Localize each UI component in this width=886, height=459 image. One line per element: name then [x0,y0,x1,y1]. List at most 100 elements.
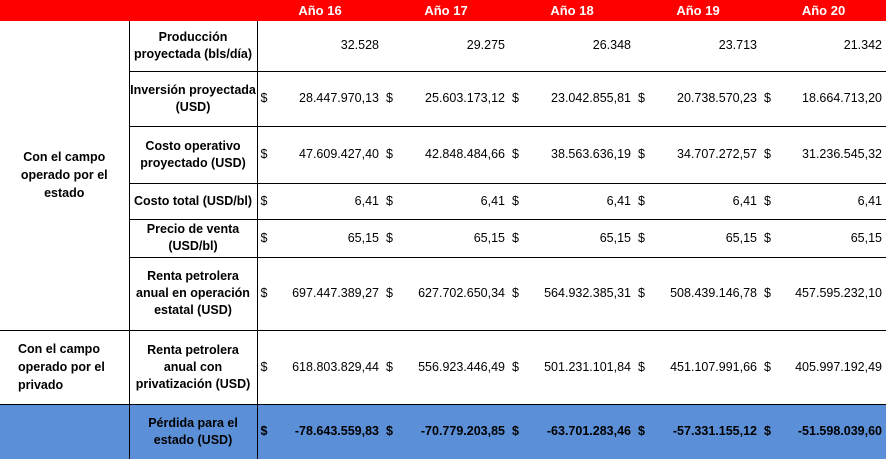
cell-value: 508.439.146,78 [654,257,761,331]
currency-symbol: $ [761,257,780,331]
group-label-privado: Con el campo operado por el privado [0,330,129,405]
year-header: Año 18 [509,0,635,21]
currency-symbol: $ [509,330,528,405]
cell-value: 65,15 [780,219,886,258]
currency-symbol: $ [761,219,780,258]
header-row: Año 16 Año 17 Año 18 Año 19 Año 20 [0,0,886,21]
row-label: Inversión proyectada (USD) [128,71,258,127]
row-label: Renta petrolera anual con privatización … [128,330,258,405]
table-row: Costo total (USD/bl) $6,41 $6,41 $6,41 $… [0,183,886,220]
currency-symbol: $ [509,183,528,220]
currency-symbol: $ [257,219,276,258]
currency-symbol: $ [257,257,276,331]
cell-value: 65,15 [654,219,761,258]
row-label: Pérdida para el estado (USD) [128,404,258,459]
currency-symbol: $ [383,219,402,258]
year-header: Año 16 [257,0,383,21]
currency-symbol: $ [635,257,654,331]
cell-value: 32.528 [276,21,383,72]
cell-value: -51.598.039,60 [780,404,886,459]
row-label: Costo total (USD/bl) [128,183,258,220]
currency-symbol: $ [257,330,276,405]
year-header: Año 19 [635,0,761,21]
cell-value: -57.331.155,12 [654,404,761,459]
currency-symbol: $ [635,126,654,184]
cell-value: 21.342 [780,21,886,72]
row-label: Costo operativo proyectado (USD) [128,126,258,184]
currency-symbol: $ [761,183,780,220]
currency-symbol: $ [257,183,276,220]
table-row: Inversión proyectada (USD) $28.447.970,1… [0,71,886,127]
currency-symbol: $ [509,404,528,459]
cell-value: 38.563.636,19 [528,126,635,184]
cell-value: 564.932.385,31 [528,257,635,331]
currency-symbol: $ [509,257,528,331]
currency-symbol: $ [635,183,654,220]
currency-symbol: $ [257,404,276,459]
year-header: Año 17 [383,0,509,21]
currency-symbol: $ [383,71,402,127]
cell-value: 556.923.446,49 [402,330,509,405]
currency-symbol: $ [761,71,780,127]
currency-symbol: $ [635,404,654,459]
cell-value: 6,41 [654,183,761,220]
cell-value: 31.236.545,32 [780,126,886,184]
cell-value: 18.664.713,20 [780,71,886,127]
currency-symbol: $ [509,71,528,127]
currency-symbol: $ [383,330,402,405]
currency-symbol: $ [257,71,276,127]
currency-symbol: $ [509,126,528,184]
cell-value: 65,15 [528,219,635,258]
cell-value: 6,41 [780,183,886,220]
cell-value: 23.042.855,81 [528,71,635,127]
cell-value: 6,41 [402,183,509,220]
table-row: Costo operativo proyectado (USD) $47.609… [0,126,886,184]
cell-value: 34.707.272,57 [654,126,761,184]
currency-symbol: $ [383,257,402,331]
currency-symbol: $ [509,219,528,258]
cell-value: 627.702.650,34 [402,257,509,331]
row-label: Renta petrolera anual en operación estat… [128,257,258,331]
cell-value: 25.603.173,12 [402,71,509,127]
currency-symbol: $ [761,330,780,405]
cell-value: -70.779.203,85 [402,404,509,459]
currency-symbol: $ [635,330,654,405]
cell-value: 501.231.101,84 [528,330,635,405]
cell-value: 451.107.991,66 [654,330,761,405]
currency-symbol: $ [761,404,780,459]
cell-value: 6,41 [528,183,635,220]
year-header: Año 20 [761,0,886,21]
table-row: Con el campo operado por el privado Rent… [0,330,886,405]
row-label: Precio de venta (USD/bl) [128,219,258,258]
currency-symbol: $ [257,126,276,184]
currency-symbol: $ [383,404,402,459]
cell-value: 28.447.970,13 [276,71,383,127]
cell-value: 26.348 [528,21,635,72]
currency-symbol: $ [635,219,654,258]
cell-value: 23.713 [654,21,761,72]
table-row: Renta petrolera anual en operación estat… [0,257,886,331]
cell-value: 457.595.232,10 [780,257,886,331]
table-row: Precio de venta (USD/bl) $65,15 $65,15 $… [0,219,886,258]
cell-value: 42.848.484,66 [402,126,509,184]
cell-value: 618.803.829,44 [276,330,383,405]
table-row: Con el campo operado por el estado Produ… [0,21,886,331]
currency-symbol: $ [383,183,402,220]
cell-value: 65,15 [402,219,509,258]
row-label: Producción proyectada (bls/día) [128,21,258,72]
cell-value: 29.275 [402,21,509,72]
cell-value: -63.701.283,46 [528,404,635,459]
cell-value: 405.997.192,49 [780,330,886,405]
loss-row: Pérdida para el estado (USD) $ -78.643.55… [0,404,886,459]
currency-symbol: $ [635,71,654,127]
cell-value: -78.643.559,83 [276,404,383,459]
group-label-estado: Con el campo operado por el estado [0,21,129,331]
cell-value: 6,41 [276,183,383,220]
cell-value: 20.738.570,23 [654,71,761,127]
currency-symbol: $ [383,126,402,184]
cell-value: 697.447.389,27 [276,257,383,331]
cell-value: 47.609.427,40 [276,126,383,184]
cell-value: 65,15 [276,219,383,258]
currency-symbol: $ [761,126,780,184]
